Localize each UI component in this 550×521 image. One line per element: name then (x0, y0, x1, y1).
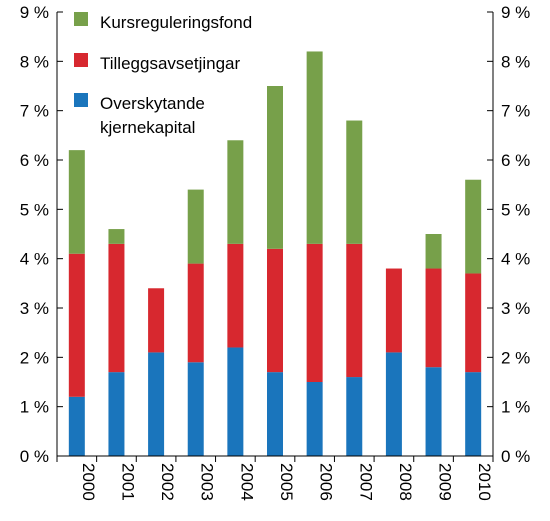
legend-label: Overskytande (100, 94, 205, 113)
bar-overskytande-kjernekapital-2005 (267, 372, 283, 456)
bar-tilleggsavsetjingar-2008 (385, 268, 402, 353)
bar-overskytande-kjernekapital-2007 (346, 377, 363, 456)
bar-tilleggsavsetjingar-2009 (425, 268, 442, 368)
y-tick-label-left: 8 % (20, 52, 49, 71)
y-tick-label-left: 1 % (20, 398, 49, 417)
bar-tilleggsavsetjingar-2007 (346, 243, 363, 378)
x-tick-label-2002: 2002 (158, 463, 177, 501)
legend-swatch (74, 53, 88, 67)
bar-tilleggsavsetjingar-2000 (68, 253, 85, 397)
x-tick-label-2006: 2006 (317, 463, 336, 501)
bar-overskytande-kjernekapital-2010 (465, 372, 482, 456)
y-tick-label-right: 7 % (501, 102, 530, 121)
x-tick-label-2001: 2001 (118, 463, 137, 501)
bar-tilleggsavsetjingar-2001 (108, 243, 125, 373)
legend-label: Kursreguleringsfond (100, 13, 252, 32)
y-tick-label-right: 8 % (501, 52, 530, 71)
y-tick-label-left: 9 % (20, 3, 49, 22)
bar-overskytande-kjernekapital-2002 (148, 352, 165, 456)
axes-layer: 0 % 0 % 1 % 1 % 2 % 2 % 3 % 3 % 4 % 4 % 5 % 5 % 6 % 6… (20, 3, 531, 501)
bar-tilleggsavsetjingar-2004 (227, 243, 244, 348)
y-tick-label-right: 6 % (501, 151, 530, 170)
bars-layer (68, 51, 482, 456)
x-tick-label-2004: 2004 (237, 463, 256, 501)
legend-swatch (74, 93, 88, 107)
bar-kursreguleringsfond-2007 (346, 120, 363, 244)
bar-tilleggsavsetjingar-2006 (306, 243, 323, 382)
bar-kursreguleringsfond-2004 (227, 140, 244, 244)
x-tick-label-2005: 2005 (277, 463, 296, 501)
y-tick-label-right: 1 % (501, 398, 530, 417)
bar-overskytande-kjernekapital-2009 (425, 367, 442, 456)
bar-kursreguleringsfond-2006 (306, 51, 323, 244)
legend-label: kjernekapital (100, 118, 195, 137)
y-tick-label-right: 3 % (501, 299, 530, 318)
bar-kursreguleringsfond-2009 (425, 234, 442, 269)
y-tick-label-left: 4 % (20, 250, 49, 269)
y-tick-label-right: 0 % (501, 447, 530, 466)
bar-tilleggsavsetjingar-2003 (187, 263, 204, 363)
y-tick-label-left: 6 % (20, 151, 49, 170)
bar-overskytande-kjernekapital-2000 (68, 396, 85, 456)
legend-label: Tilleggsavsetjingar (100, 54, 240, 73)
bar-kursreguleringsfond-2000 (68, 150, 85, 254)
legend-swatch (74, 12, 88, 26)
y-tick-label-right: 9 % (501, 3, 530, 22)
x-tick-label-2008: 2008 (396, 463, 415, 501)
y-tick-label-left: 2 % (20, 348, 49, 367)
bar-kursreguleringsfond-2010 (465, 179, 482, 274)
legend: Kursreguleringsfond Tilleggsavsetjingar Ov… (74, 12, 252, 137)
bar-tilleggsavsetjingar-2002 (148, 288, 165, 353)
y-tick-label-left: 7 % (20, 102, 49, 121)
bar-kursreguleringsfond-2003 (187, 189, 204, 264)
bar-overskytande-kjernekapital-2003 (187, 362, 204, 456)
bar-kursreguleringsfond-2005 (267, 86, 283, 249)
y-tick-label-left: 5 % (20, 200, 49, 219)
bar-tilleggsavsetjingar-2010 (465, 273, 482, 373)
y-tick-label-left: 0 % (20, 447, 49, 466)
x-tick-label-2007: 2007 (356, 463, 375, 501)
x-tick-label-2000: 2000 (79, 463, 98, 501)
y-tick-label-right: 5 % (501, 200, 530, 219)
bar-overskytande-kjernekapital-2008 (385, 352, 402, 456)
bar-kursreguleringsfond-2001 (108, 229, 125, 244)
x-tick-label-2009: 2009 (436, 463, 455, 501)
y-tick-label-left: 3 % (20, 299, 49, 318)
y-tick-label-right: 4 % (501, 250, 530, 269)
x-tick-label-2010: 2010 (475, 463, 494, 501)
x-tick-label-2003: 2003 (198, 463, 217, 501)
y-tick-label-right: 2 % (501, 348, 530, 367)
bar-tilleggsavsetjingar-2005 (267, 248, 283, 373)
bar-overskytande-kjernekapital-2001 (108, 372, 125, 456)
bar-overskytande-kjernekapital-2006 (306, 382, 323, 456)
bar-overskytande-kjernekapital-2004 (227, 347, 244, 456)
